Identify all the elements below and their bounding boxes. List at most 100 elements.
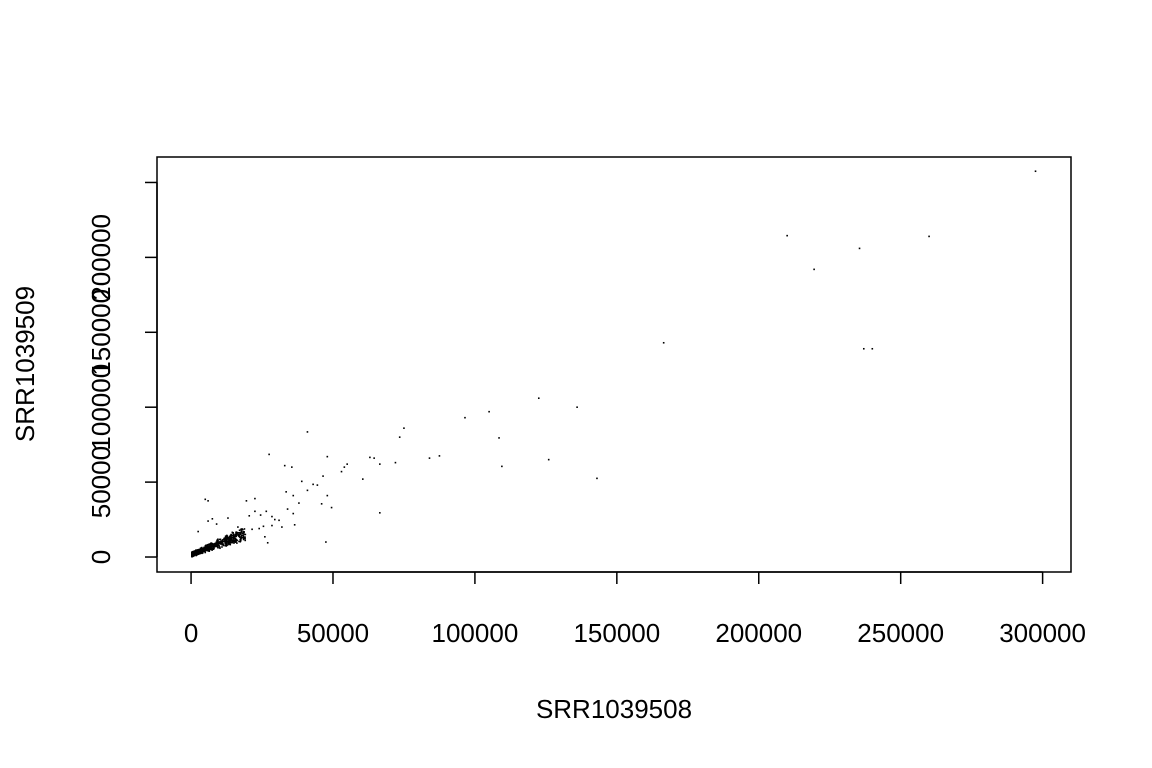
data-point [271,524,273,527]
data-point [306,489,309,492]
data-point [240,539,242,542]
data-point [236,534,238,536]
data-point [262,525,265,528]
data-point [204,498,207,501]
data-point [204,549,207,551]
data-point [225,545,228,547]
data-point [223,540,226,543]
data-point [237,532,240,534]
data-point [234,537,237,540]
data-point [229,537,232,540]
data-point [233,542,235,544]
data-point [248,515,251,517]
data-point [239,538,242,541]
data-point [218,546,221,548]
data-point [215,541,218,543]
data-point [205,549,208,551]
data-point [200,549,203,551]
data-point [238,534,241,536]
data-point [291,466,293,468]
data-point [221,546,223,548]
data-point [871,347,874,350]
data-point [326,455,329,458]
data-point [217,545,219,548]
data-point [192,551,195,554]
data-point [346,463,348,465]
data-point [215,545,218,547]
y-tick-label: 100000 [86,364,116,451]
data-point [212,545,214,548]
data-point [230,541,232,544]
data-point [240,530,243,532]
data-point [204,547,207,550]
data-point [229,543,232,546]
data-point [576,406,578,408]
data-point [488,410,490,413]
data-point [240,538,242,540]
data-point [199,549,201,552]
data-point [237,534,240,537]
data-point [258,527,260,530]
data-point [218,538,221,541]
data-point [340,470,343,473]
data-point [241,532,244,535]
data-point [239,533,242,536]
data-point [283,464,286,467]
data-point [238,529,241,532]
data-point [214,543,216,546]
data-point [207,547,209,550]
data-point [224,537,227,539]
y-tick-label: 0 [86,550,116,564]
data-point [232,533,235,536]
data-point [212,546,215,549]
y-tick-label: 200000 [86,214,116,301]
data-point [230,535,233,537]
data-point [207,543,210,546]
x-tick-label: 0 [184,618,198,648]
data-point [230,538,233,540]
x-tick-label: 100000 [432,618,519,648]
data-point [244,539,247,542]
data-point [292,494,295,497]
data-point [222,543,225,545]
data-point [312,483,314,486]
data-point [231,534,234,537]
data-point [197,530,199,533]
data-point [537,397,540,400]
data-point [206,546,208,549]
x-tick-label: 50000 [297,618,369,648]
data-point [501,465,503,468]
data-point [204,545,207,547]
data-point [254,510,256,513]
data-point [199,551,202,553]
data-point [227,540,230,543]
data-point [219,538,222,541]
data-point [203,546,205,549]
data-point [326,494,329,497]
data-point [196,550,198,552]
data-point [217,539,219,542]
data-point [786,234,788,237]
data-point [236,532,239,534]
data-point [226,544,229,546]
data-point [195,552,198,554]
data-point [199,547,202,550]
data-point [202,550,205,552]
data-point [224,536,227,538]
data-point [224,535,227,537]
data-point [215,523,218,525]
data-point [230,533,233,536]
data-point [928,235,930,238]
data-point [212,548,214,550]
data-point [242,530,245,533]
x-axis-title: SRR1039508 [536,694,692,724]
data-point [232,537,235,540]
data-point [227,538,229,540]
data-point [217,538,219,541]
data-point [207,500,209,502]
data-point [211,549,213,551]
data-point [210,545,212,548]
data-point [662,341,665,344]
data-point [259,514,262,516]
data-point [208,546,210,549]
